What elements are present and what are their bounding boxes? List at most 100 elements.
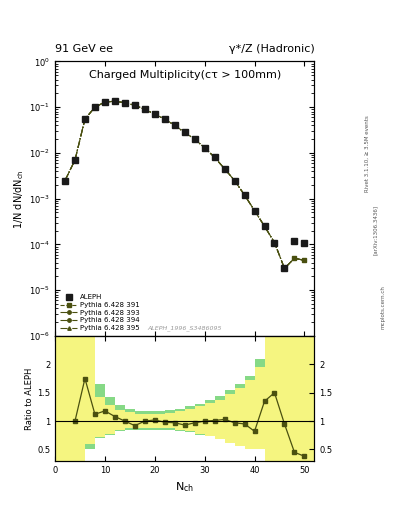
Pythia 6.428 394 bbox=[162, 116, 167, 122]
Pythia 6.428 393 bbox=[132, 102, 137, 109]
Pythia 6.428 395 bbox=[282, 265, 287, 271]
Pythia 6.428 393 bbox=[73, 157, 77, 163]
Pythia 6.428 391 bbox=[152, 111, 157, 117]
Text: 91 GeV ee: 91 GeV ee bbox=[55, 44, 113, 54]
Pythia 6.428 394 bbox=[192, 136, 197, 142]
Pythia 6.428 391 bbox=[202, 145, 207, 151]
X-axis label: N$_{\sf ch}$: N$_{\sf ch}$ bbox=[175, 480, 194, 494]
Y-axis label: Ratio to ALEPH: Ratio to ALEPH bbox=[25, 367, 34, 430]
Pythia 6.428 395 bbox=[262, 223, 267, 229]
ALEPH bbox=[182, 130, 187, 136]
Pythia 6.428 391 bbox=[173, 122, 177, 129]
ALEPH bbox=[222, 166, 227, 172]
Pythia 6.428 391 bbox=[103, 99, 107, 105]
Pythia 6.428 391 bbox=[222, 166, 227, 172]
Pythia 6.428 394 bbox=[232, 178, 237, 184]
Pythia 6.428 395 bbox=[93, 104, 97, 110]
Pythia 6.428 393 bbox=[292, 255, 297, 261]
Pythia 6.428 394 bbox=[142, 106, 147, 112]
Legend: ALEPH, Pythia 6.428 391, Pythia 6.428 393, Pythia 6.428 394, Pythia 6.428 395: ALEPH, Pythia 6.428 391, Pythia 6.428 39… bbox=[59, 293, 141, 332]
Text: Rivet 3.1.10, ≥ 3.5M events: Rivet 3.1.10, ≥ 3.5M events bbox=[365, 115, 370, 192]
Pythia 6.428 394 bbox=[242, 192, 247, 198]
Text: γ*/Z (Hadronic): γ*/Z (Hadronic) bbox=[229, 44, 314, 54]
Pythia 6.428 393 bbox=[262, 223, 267, 229]
ALEPH bbox=[232, 178, 237, 184]
Pythia 6.428 393 bbox=[192, 136, 197, 142]
Pythia 6.428 394 bbox=[73, 157, 77, 163]
Pythia 6.428 393 bbox=[142, 106, 147, 112]
Pythia 6.428 393 bbox=[182, 130, 187, 136]
Pythia 6.428 393 bbox=[232, 178, 237, 184]
Pythia 6.428 395 bbox=[192, 136, 197, 142]
Pythia 6.428 391 bbox=[62, 178, 67, 184]
Pythia 6.428 394 bbox=[173, 122, 177, 129]
Pythia 6.428 391 bbox=[123, 100, 127, 106]
Pythia 6.428 394 bbox=[222, 166, 227, 172]
Pythia 6.428 395 bbox=[272, 240, 277, 246]
ALEPH bbox=[103, 99, 107, 105]
Pythia 6.428 395 bbox=[152, 111, 157, 117]
Pythia 6.428 393 bbox=[252, 207, 257, 214]
Pythia 6.428 391 bbox=[182, 130, 187, 136]
ALEPH bbox=[252, 207, 257, 214]
Pythia 6.428 393 bbox=[302, 257, 307, 263]
Pythia 6.428 393 bbox=[123, 100, 127, 106]
ALEPH bbox=[212, 154, 217, 160]
ALEPH bbox=[142, 106, 147, 112]
Pythia 6.428 395 bbox=[232, 178, 237, 184]
Pythia 6.428 394 bbox=[252, 207, 257, 214]
Pythia 6.428 391 bbox=[212, 154, 217, 160]
Pythia 6.428 394 bbox=[302, 257, 307, 263]
ALEPH bbox=[173, 122, 177, 129]
Pythia 6.428 391 bbox=[83, 116, 87, 122]
ALEPH bbox=[93, 104, 97, 110]
Pythia 6.428 393 bbox=[202, 145, 207, 151]
Pythia 6.428 395 bbox=[132, 102, 137, 109]
Pythia 6.428 391 bbox=[272, 240, 277, 246]
Pythia 6.428 395 bbox=[62, 178, 67, 184]
Pythia 6.428 395 bbox=[162, 116, 167, 122]
Pythia 6.428 394 bbox=[123, 100, 127, 106]
Pythia 6.428 394 bbox=[272, 240, 277, 246]
Pythia 6.428 391 bbox=[132, 102, 137, 109]
Pythia 6.428 391 bbox=[162, 116, 167, 122]
Line: Pythia 6.428 393: Pythia 6.428 393 bbox=[63, 99, 306, 270]
Pythia 6.428 395 bbox=[103, 99, 107, 105]
Pythia 6.428 395 bbox=[83, 116, 87, 122]
ALEPH bbox=[123, 100, 127, 106]
Pythia 6.428 394 bbox=[62, 178, 67, 184]
Pythia 6.428 394 bbox=[103, 99, 107, 105]
Pythia 6.428 394 bbox=[262, 223, 267, 229]
Pythia 6.428 393 bbox=[152, 111, 157, 117]
Pythia 6.428 395 bbox=[73, 157, 77, 163]
Pythia 6.428 393 bbox=[282, 265, 287, 271]
Pythia 6.428 394 bbox=[212, 154, 217, 160]
Pythia 6.428 391 bbox=[192, 136, 197, 142]
Pythia 6.428 395 bbox=[202, 145, 207, 151]
Pythia 6.428 394 bbox=[112, 98, 117, 104]
Pythia 6.428 391 bbox=[142, 106, 147, 112]
ALEPH bbox=[112, 98, 117, 104]
Pythia 6.428 391 bbox=[112, 98, 117, 104]
Pythia 6.428 391 bbox=[93, 104, 97, 110]
ALEPH bbox=[62, 178, 67, 184]
Pythia 6.428 394 bbox=[152, 111, 157, 117]
Pythia 6.428 395 bbox=[182, 130, 187, 136]
ALEPH bbox=[282, 265, 287, 271]
Pythia 6.428 393 bbox=[173, 122, 177, 129]
Pythia 6.428 394 bbox=[93, 104, 97, 110]
Pythia 6.428 393 bbox=[212, 154, 217, 160]
Pythia 6.428 391 bbox=[252, 207, 257, 214]
Pythia 6.428 394 bbox=[202, 145, 207, 151]
ALEPH bbox=[132, 102, 137, 109]
Line: Pythia 6.428 394: Pythia 6.428 394 bbox=[63, 99, 306, 270]
Pythia 6.428 394 bbox=[292, 255, 297, 261]
Text: Charged Multiplicity(cτ > 100mm): Charged Multiplicity(cτ > 100mm) bbox=[88, 70, 281, 80]
Pythia 6.428 395 bbox=[252, 207, 257, 214]
Pythia 6.428 393 bbox=[272, 240, 277, 246]
Pythia 6.428 395 bbox=[123, 100, 127, 106]
ALEPH bbox=[73, 157, 77, 163]
Pythia 6.428 391 bbox=[262, 223, 267, 229]
ALEPH bbox=[302, 240, 307, 246]
ALEPH bbox=[262, 223, 267, 229]
